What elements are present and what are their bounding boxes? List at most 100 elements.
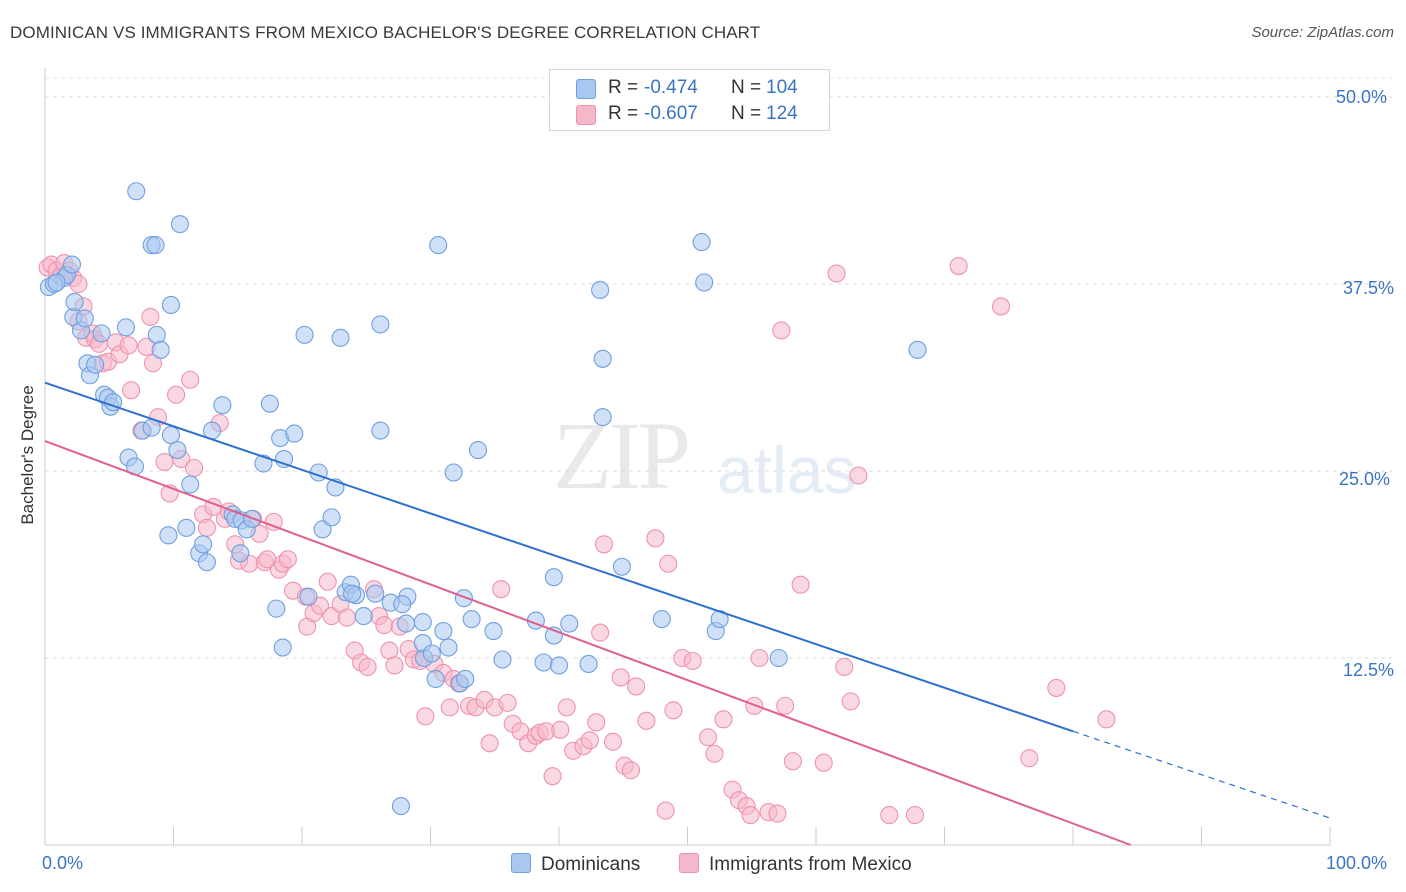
mexico-point (646, 529, 665, 548)
dominican-point (371, 421, 390, 440)
dominican-point (391, 797, 410, 816)
dominican-point (493, 650, 512, 669)
bottom-legend-mexico: Immigrants from Mexico (679, 853, 912, 877)
dominican-point (299, 587, 318, 606)
mexico-point (580, 731, 599, 750)
dominican-point (612, 557, 632, 576)
dominican-point (593, 408, 612, 427)
dominican-point (213, 396, 232, 415)
mexico-point (714, 710, 733, 729)
dominican-point (371, 315, 390, 334)
mexico-point (155, 452, 174, 472)
mexico-point (827, 264, 846, 283)
dominican-point (393, 595, 412, 614)
watermark-zip: ZIP (553, 402, 691, 509)
mexico-point (849, 466, 868, 485)
y-axis-label: Bachelor's Degree (18, 385, 37, 525)
dominican-point (65, 292, 84, 312)
mexico-point (551, 720, 570, 739)
mexico-point (705, 744, 724, 763)
r-label: R = (608, 77, 639, 98)
dominican-point (194, 535, 213, 554)
dominican-point (170, 215, 189, 234)
n-label: N = (731, 77, 762, 98)
dominican-point (147, 325, 166, 344)
dominican-point (908, 340, 927, 359)
mexico-point (543, 767, 562, 786)
mexico-point (841, 692, 860, 711)
mexico-point (358, 657, 377, 677)
dominican-point (413, 613, 432, 632)
dominican-point (426, 669, 445, 688)
mexico-trend-line (44, 440, 1132, 846)
dominican-point (322, 508, 341, 527)
mexico-point (587, 713, 606, 732)
dominican-point (231, 544, 250, 563)
mexico-point (278, 550, 297, 569)
mexico-point (122, 381, 141, 400)
dominican-point (652, 610, 671, 629)
mexico-point (699, 728, 718, 747)
dominican-point (116, 318, 136, 337)
bottom-legend-label: Immigrants from Mexico (709, 854, 912, 875)
dominican-point (769, 648, 788, 668)
dominican-point (593, 349, 612, 368)
mexico-point (611, 668, 630, 687)
mexico-point (776, 696, 795, 715)
mexico-point (603, 732, 623, 751)
mexico-point (683, 651, 702, 671)
legend-swatch-mexico (576, 105, 596, 125)
dominican-point (151, 340, 170, 359)
dominican-point (273, 638, 292, 657)
mexico-point (141, 307, 160, 326)
mexico-point (768, 804, 787, 823)
mexico-point (656, 801, 675, 820)
dominican-trend-line (44, 381, 1074, 733)
dominican-point (534, 653, 553, 672)
dominican-point (168, 441, 187, 460)
mexico-point (750, 648, 769, 668)
mexico-point (375, 616, 394, 635)
bottom-legend-label: Dominicans (541, 854, 641, 875)
n-value: 124 (766, 103, 798, 124)
mexico-point (557, 698, 576, 717)
swatch-dominicans (511, 853, 531, 873)
mexico-point (1097, 710, 1116, 729)
dominican-point (591, 280, 610, 300)
mexico-point (659, 554, 678, 573)
mexico-point (119, 336, 138, 355)
dominican-point (181, 475, 200, 494)
dominican-point (197, 553, 216, 572)
y-tick-37-5: 37.5% (1343, 278, 1395, 298)
dominican-point (695, 273, 714, 292)
mexico-point (905, 806, 924, 825)
mexico-point (492, 580, 511, 599)
mexico-point (783, 752, 802, 771)
dominican-point (331, 328, 350, 347)
mexico-point (627, 677, 646, 696)
dominican-point (397, 614, 416, 633)
dominican-point (161, 295, 180, 314)
dominican-point (579, 654, 598, 674)
dominican-point (295, 325, 314, 344)
mexico-point (621, 761, 641, 780)
dominican-point (47, 273, 66, 292)
mexico-point (264, 512, 283, 531)
mexico-point (181, 370, 200, 389)
mexico-point (991, 297, 1011, 316)
dominican-point (544, 568, 563, 587)
x-tick-min: 0.0% (42, 853, 84, 873)
dominican-point (484, 622, 503, 641)
dominican-point (444, 463, 463, 482)
n-value: 104 (766, 77, 798, 98)
swatch-mexico (679, 853, 699, 873)
mexico-point (594, 535, 614, 554)
dominican-point (92, 324, 111, 343)
mexico-point (318, 572, 337, 591)
mexico-point (741, 806, 760, 825)
source-label: Source: ZipAtlas.com (1251, 24, 1394, 41)
dominican-point (260, 394, 279, 413)
bottom-legend-dominicans: Dominicans (511, 853, 640, 877)
dominican-point (177, 518, 196, 537)
mexico-point (385, 656, 404, 675)
